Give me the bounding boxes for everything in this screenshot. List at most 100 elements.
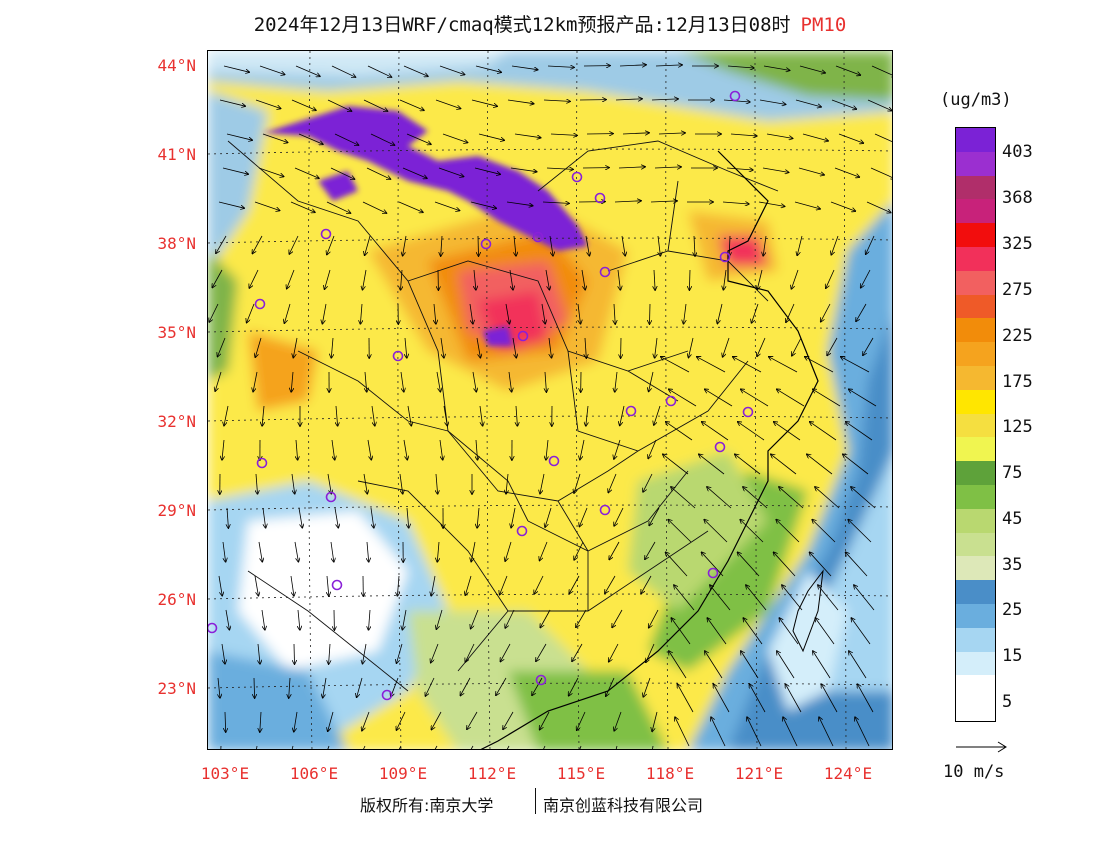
wind-vector xyxy=(405,337,407,358)
wind-vector xyxy=(436,473,438,494)
wind-vector xyxy=(431,575,436,596)
wind-vector xyxy=(577,303,581,324)
wind-vector xyxy=(402,609,407,630)
wind-vector xyxy=(506,473,508,494)
wind-vector xyxy=(779,618,799,645)
wind-vector xyxy=(569,677,579,696)
wind-vector xyxy=(757,337,766,356)
wind-vector xyxy=(540,609,551,628)
wind-vector xyxy=(259,65,285,75)
city-marker xyxy=(719,251,731,263)
wind-vector xyxy=(371,405,375,426)
wind-vector xyxy=(476,337,480,358)
wind-vector xyxy=(500,643,511,662)
wind-vector xyxy=(365,235,371,255)
lon-label-109e: 109°E xyxy=(378,764,428,783)
colorbar-label: 275 xyxy=(1002,280,1033,300)
wind-vector xyxy=(614,303,615,324)
wind-vector xyxy=(496,677,507,695)
wind-vector xyxy=(227,507,228,528)
wind-vector xyxy=(717,303,723,324)
wind-vector xyxy=(783,717,798,747)
city-marker xyxy=(714,441,726,453)
wind-vector xyxy=(699,454,725,475)
wind-vector xyxy=(400,371,404,392)
wind-vector xyxy=(827,337,838,355)
city-marker xyxy=(381,689,393,701)
wind-vector xyxy=(841,357,870,373)
colorbar-unit: (ug/m3) xyxy=(940,90,1012,110)
wind-vector xyxy=(534,575,544,594)
wind-vector xyxy=(435,99,461,109)
wind-vector xyxy=(475,65,501,72)
wind-vector xyxy=(747,717,762,747)
wind-vector xyxy=(666,552,688,577)
wind-vector xyxy=(762,167,789,172)
wind-vector xyxy=(500,575,508,595)
wind-vector xyxy=(722,202,749,204)
wind-vector xyxy=(396,711,406,730)
colorbar xyxy=(955,127,996,722)
wind-vector xyxy=(460,677,471,696)
lon-label-106e: 106°E xyxy=(289,764,339,783)
wind-vector xyxy=(549,235,553,256)
wind-vector xyxy=(209,303,219,322)
city-marker xyxy=(320,228,332,240)
wind-vector xyxy=(813,389,841,407)
wind-vector xyxy=(440,337,444,358)
wind-vector xyxy=(867,99,892,111)
wind-vector xyxy=(812,520,836,543)
city-marker xyxy=(594,192,606,204)
wind-vector xyxy=(738,552,760,577)
wind-vector xyxy=(669,651,687,679)
city-marker xyxy=(742,406,754,418)
wind-vector xyxy=(726,168,753,170)
wind-vector xyxy=(336,405,338,426)
wind-vector xyxy=(779,487,804,509)
wind-vector xyxy=(663,454,689,475)
wind-vector xyxy=(470,201,496,208)
colorbar-block xyxy=(956,151,995,176)
wind-vector xyxy=(572,643,583,661)
colorbar-block xyxy=(956,413,995,438)
wind-vector xyxy=(403,65,428,76)
wind-vector xyxy=(574,473,581,493)
wind-vector xyxy=(479,405,483,426)
wind-vector xyxy=(506,745,510,749)
wind-vector xyxy=(738,422,765,441)
wind-vector xyxy=(735,454,761,475)
wind-vector xyxy=(654,405,661,425)
wind-vector xyxy=(254,201,280,211)
wind-vector xyxy=(532,677,543,695)
colorbar-block xyxy=(956,532,995,557)
lon-label-121e: 121°E xyxy=(734,764,784,783)
wind-vector xyxy=(580,439,585,460)
wind-vector xyxy=(730,134,757,136)
city-marker xyxy=(571,171,583,183)
wind-vector xyxy=(363,473,367,494)
wind-vector xyxy=(851,618,871,645)
wind-vector xyxy=(576,609,587,627)
wind-vector xyxy=(705,389,733,407)
wind-vector xyxy=(704,520,728,543)
wind-vector xyxy=(296,439,298,460)
wind-vector xyxy=(586,405,588,426)
reference-vector-arrow xyxy=(956,741,1007,753)
wind-vector xyxy=(218,337,226,357)
wind-vector xyxy=(323,677,327,698)
wind-vector xyxy=(399,99,424,110)
wind-vector xyxy=(503,711,514,729)
lon-label-103e: 103°E xyxy=(200,764,250,783)
wind-vector xyxy=(819,717,834,747)
wind-vector xyxy=(222,439,224,460)
wind-vector xyxy=(261,609,265,630)
wind-vector xyxy=(403,235,407,256)
concentration-field xyxy=(208,51,892,749)
wind-vector xyxy=(861,269,871,288)
wind-vector xyxy=(609,643,619,662)
wind-vector xyxy=(511,65,538,70)
wind-vector xyxy=(331,439,335,460)
wind-vector xyxy=(505,303,509,324)
wind-vector xyxy=(689,269,690,290)
city-marker xyxy=(392,350,404,362)
